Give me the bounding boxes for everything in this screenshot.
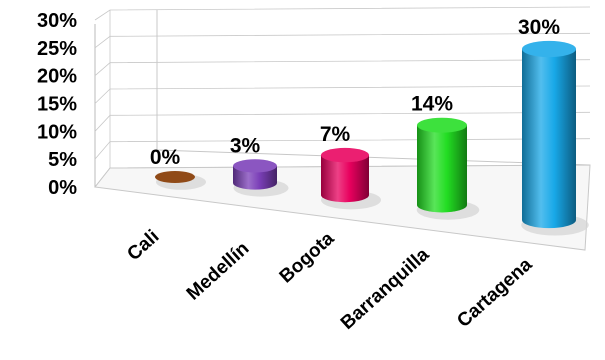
value-label: 0% (150, 146, 181, 169)
bar-top (155, 171, 195, 183)
bar-top (233, 159, 277, 173)
bar-body (233, 165, 277, 190)
bar-barranquilla (416, 117, 480, 220)
category-label: Bogota (276, 228, 339, 288)
bar-top (321, 147, 369, 163)
category-label: Medellín (183, 238, 254, 304)
category-label: Cali (123, 226, 163, 265)
bar-body (417, 125, 467, 213)
value-label: 3% (230, 134, 261, 157)
y-axis-tick-labels: 0% 5% 10% 15% 20% 25% 30% (37, 10, 77, 199)
y-tick-label: 15% (37, 94, 77, 116)
bars (155, 40, 589, 236)
y-tick-label: 20% (37, 66, 77, 88)
y-tick-label: 10% (37, 121, 77, 143)
gridline (94, 6, 591, 21)
bar-bogota (321, 147, 381, 210)
category-label: Barranquilla (337, 244, 434, 334)
value-label: 30% (518, 16, 560, 39)
gridline (94, 111, 591, 132)
y-tick-label: 5% (48, 149, 77, 171)
y-tick-label: 0% (48, 177, 77, 199)
bar-top (522, 40, 576, 58)
gridline (94, 59, 591, 76)
value-labels: 0% 3% 7% 14% 30% (150, 16, 561, 169)
category-label: Cartagena (453, 254, 536, 332)
value-label: 14% (411, 93, 453, 116)
bar-cartagena (521, 40, 589, 236)
y-tick-label: 25% (37, 38, 77, 60)
value-label: 7% (320, 123, 351, 146)
bar-medellín (233, 159, 289, 197)
bar-body (522, 49, 576, 229)
bar-top (417, 117, 467, 133)
gridline (94, 32, 591, 49)
bar-body (321, 155, 369, 203)
gridline (94, 85, 591, 104)
y-tick-label: 30% (37, 10, 77, 32)
bar-cali (155, 171, 206, 190)
